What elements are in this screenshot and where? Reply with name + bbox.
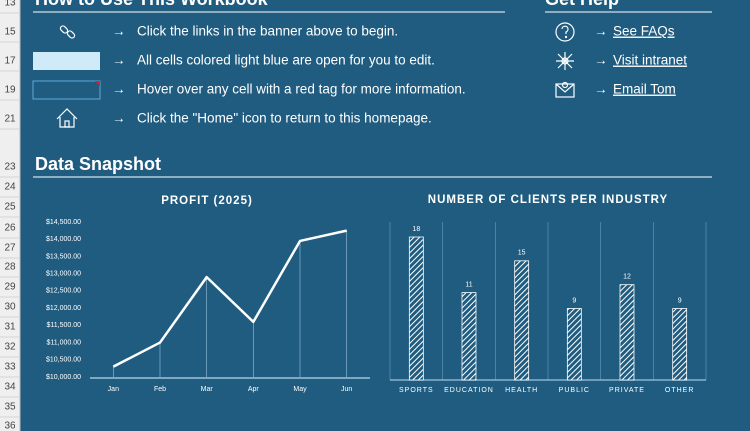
x-tick-label: PUBLIC	[559, 387, 590, 394]
arrow: →	[594, 53, 608, 68]
row-number: 19	[4, 85, 16, 96]
bar	[408, 236, 424, 381]
x-tick-label: PRIVATE	[609, 387, 645, 394]
bar	[514, 260, 530, 381]
arrow: →	[112, 111, 126, 126]
y-tick-label: $11,000.00	[46, 339, 81, 346]
x-tick-label: Mar	[201, 386, 214, 393]
bar	[619, 284, 635, 381]
y-tick-label: $12,000.00	[46, 305, 81, 312]
row-number: 29	[4, 282, 16, 293]
intranet-icon	[556, 52, 574, 70]
arrow: →	[112, 24, 126, 39]
row-number: 36	[4, 421, 16, 431]
row-header	[0, 0, 20, 431]
profit-line	[112, 229, 347, 368]
bar	[461, 292, 477, 381]
editable-cell-sample	[33, 52, 100, 70]
x-tick-label: OTHER	[665, 387, 695, 394]
data-label: 18	[412, 226, 420, 233]
instruction-text: All cells colored light blue are open fo…	[137, 53, 435, 68]
x-tick-label: Apr	[248, 386, 260, 393]
bar	[672, 308, 688, 381]
row-number: 30	[4, 302, 16, 313]
arrow: →	[594, 82, 608, 97]
workbook-title: How to Use This Workbook	[35, 0, 269, 9]
red-tag	[95, 81, 100, 86]
row-number: 24	[4, 182, 16, 193]
row-number: 34	[4, 382, 16, 393]
data-label: 9	[572, 297, 576, 304]
row-number: 27	[4, 243, 16, 254]
row-number: 32	[4, 342, 16, 353]
instruction-text: Hover over any cell with a red tag for m…	[137, 82, 466, 97]
tagged-cell-sample	[32, 80, 101, 100]
x-tick-label: HEALTH	[505, 387, 538, 394]
x-tick-label: Jun	[341, 386, 352, 393]
data-label: 12	[623, 274, 631, 281]
instruction-text: Click the links in the banner above to b…	[137, 24, 398, 39]
arrow: →	[594, 24, 608, 39]
data-label: 15	[518, 250, 526, 257]
y-tick-label: $14,500.00	[46, 219, 81, 226]
row-number: 25	[4, 202, 16, 213]
help-link[interactable]: Email Tom	[613, 82, 676, 97]
row-number: 33	[4, 362, 16, 373]
y-tick-label: $10,500.00	[46, 357, 81, 364]
home-icon	[56, 108, 78, 128]
help-link[interactable]: See FAQs	[613, 24, 675, 39]
y-tick-label: $12,500.00	[46, 288, 81, 295]
faq-icon	[555, 22, 575, 42]
data-label: 9	[678, 297, 682, 304]
y-tick-label: $13,500.00	[46, 253, 81, 260]
row-number: 17	[4, 56, 16, 67]
email-icon	[555, 81, 575, 98]
row-numbers: 13 15 17 19 21 23 24 25 26 27 28 29 30 31 32 33 34 35 36	[0, 0, 20, 431]
instruction-text: Click the "Home" icon to return to this …	[137, 111, 432, 126]
row-number: 31	[4, 322, 16, 333]
chart-title: PROFIT (2025)	[161, 195, 253, 207]
bar	[566, 308, 582, 381]
arrow: →	[112, 53, 126, 68]
help-link[interactable]: Visit intranet	[613, 53, 687, 68]
data-label: 11	[465, 281, 472, 288]
x-tick-label: Feb	[154, 386, 166, 393]
y-tick-label: $11,500.00	[46, 322, 81, 329]
row-number: 26	[4, 223, 16, 234]
row-number: 21	[4, 114, 16, 125]
row-number: 28	[4, 262, 16, 273]
help-title: Get Help	[545, 0, 619, 9]
arrow: →	[112, 82, 126, 97]
x-tick-label: SPORTS	[399, 387, 434, 394]
y-tick-label: $10,000.00	[46, 374, 81, 381]
y-tick-label: $14,000.00	[46, 236, 81, 243]
y-tick-label: $13,000.00	[46, 271, 81, 278]
chart-title: NUMBER OF CLIENTS PER INDUSTRY	[428, 194, 668, 206]
x-tick-label: May	[293, 386, 307, 393]
section-title: Data Snapshot	[35, 154, 161, 174]
link-icon	[59, 25, 76, 39]
row-number: 23	[4, 162, 16, 173]
row-number: 15	[4, 27, 16, 38]
row-number: 13	[4, 0, 16, 9]
x-tick-label: EDUCATION	[444, 387, 494, 394]
row-number: 35	[4, 402, 16, 413]
x-tick-label: Jan	[108, 386, 119, 393]
